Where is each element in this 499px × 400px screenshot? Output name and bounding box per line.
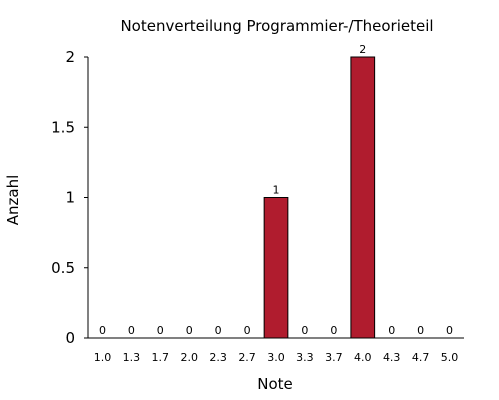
data-label: 0	[446, 324, 453, 337]
x-tick-label: 4.3	[383, 351, 401, 364]
bar	[263, 197, 289, 339]
x-tick-label: 1.7	[152, 351, 170, 364]
x-tick-label: 4.7	[412, 351, 430, 364]
data-label: 1	[273, 184, 280, 197]
data-label: 0	[99, 324, 106, 337]
y-axis-label: Anzahl	[4, 175, 22, 226]
x-axis-label: Note	[257, 375, 293, 393]
bar	[350, 56, 376, 339]
x-tick-label: 3.3	[296, 351, 314, 364]
data-label: 2	[359, 43, 366, 56]
x-tick-label: 5.0	[441, 351, 459, 364]
x-tick-label: 2.3	[209, 351, 227, 364]
x-tick-label: 3.0	[267, 351, 285, 364]
data-label: 0	[417, 324, 424, 337]
chart-title: Notenverteilung Programmier-/Theorieteil	[120, 17, 433, 35]
y-tick-label: 0.5	[51, 259, 75, 277]
data-label: 0	[388, 324, 395, 337]
x-tick-label: 2.0	[180, 351, 198, 364]
data-label: 0	[186, 324, 193, 337]
x-tick-label: 2.7	[238, 351, 256, 364]
data-label: 0	[215, 324, 222, 337]
data-label: 0	[301, 324, 308, 337]
data-label: 0	[330, 324, 337, 337]
ticks-group: 0 0.5 1 1.5 2 1.0 1.3 1.7 2.0 2.3 2.7 3.0 3.3 3.7 4.0 4…	[51, 48, 458, 364]
x-tick-label: 1.3	[123, 351, 141, 364]
y-tick-label: 0	[65, 329, 75, 347]
data-label: 0	[128, 324, 135, 337]
x-tick-label: 1.0	[94, 351, 112, 364]
y-tick-label: 2	[65, 48, 75, 66]
x-tick-label: 4.0	[354, 351, 372, 364]
data-label: 0	[157, 324, 164, 337]
x-tick-label: 3.7	[325, 351, 343, 364]
y-tick-label: 1.5	[51, 118, 75, 136]
y-tick-label: 1	[65, 189, 75, 207]
data-label: 0	[244, 324, 251, 337]
bars-group	[263, 56, 376, 339]
data-labels-group: 0 0 0 0 0 0 1 0 0 2 0 0 0	[99, 43, 453, 337]
